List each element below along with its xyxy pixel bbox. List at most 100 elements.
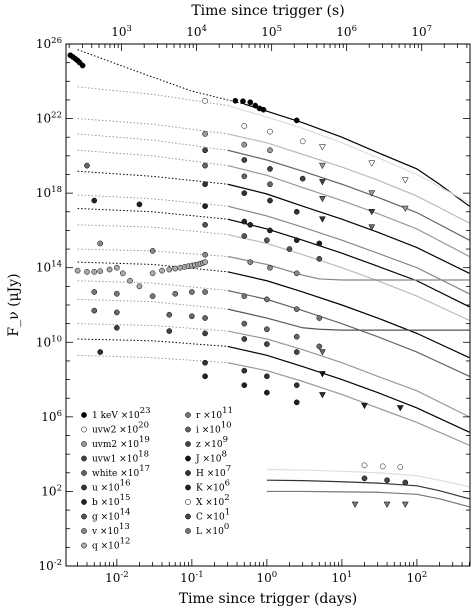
model-curve-early — [77, 261, 228, 273]
legend-label: K ×106 — [196, 479, 230, 494]
model-curve — [227, 233, 470, 321]
x2-tick-label: 106 — [336, 24, 357, 39]
y-tick-label: 106 — [41, 409, 62, 424]
data-point-upper-limit — [368, 160, 376, 167]
data-point — [293, 382, 300, 389]
model-curve — [266, 479, 470, 500]
data-point — [379, 463, 386, 470]
model-curve — [266, 468, 470, 488]
data-point — [286, 246, 293, 252]
data-point — [97, 240, 104, 247]
legend-marker — [81, 499, 87, 505]
data-point — [91, 289, 98, 295]
legend-label: J ×108 — [195, 450, 227, 465]
data-point — [91, 307, 98, 314]
model-curve-early — [77, 338, 228, 347]
data-point — [293, 349, 300, 355]
data-point — [202, 251, 208, 258]
data-point — [384, 477, 390, 484]
model-curve — [227, 165, 470, 258]
legend-label: uvw1 ×1018 — [92, 450, 149, 465]
legend-label: X ×102 — [196, 493, 230, 508]
data-point — [241, 123, 248, 129]
x2-tick-label: 107 — [411, 24, 432, 39]
data-point — [166, 266, 173, 273]
data-point — [316, 343, 323, 350]
model-curve-early — [77, 224, 228, 236]
data-point-upper-limit — [319, 349, 326, 356]
data-point-upper-limit — [319, 179, 326, 186]
legend-marker — [185, 426, 191, 433]
legend-marker — [81, 470, 87, 476]
model-curve — [227, 345, 470, 433]
data-points — [67, 52, 409, 508]
data-point — [241, 141, 248, 148]
data-point — [84, 162, 90, 169]
data-point — [293, 270, 300, 277]
data-point — [241, 382, 248, 389]
data-point — [202, 162, 208, 169]
y-tick-label: 1014 — [36, 260, 62, 275]
model-curve — [227, 330, 470, 418]
data-point — [127, 277, 133, 284]
data-point — [293, 117, 300, 124]
data-point — [149, 293, 156, 299]
data-point-upper-limit — [368, 190, 376, 197]
data-point — [189, 313, 195, 320]
data-point — [293, 237, 300, 244]
data-point — [247, 221, 254, 228]
data-point — [361, 462, 368, 469]
x2-tick-label: 103 — [111, 24, 132, 39]
data-point-upper-limit — [319, 144, 326, 151]
data-point — [241, 320, 248, 327]
data-point — [267, 181, 273, 188]
data-point — [316, 240, 323, 247]
model-curve — [227, 271, 470, 359]
y-tick-label: 1022 — [36, 111, 62, 126]
model-curve-early — [77, 86, 228, 107]
data-point-upper-limit — [351, 501, 359, 508]
x-tick-label: 10-2 — [105, 570, 129, 585]
y-tick-label: 1018 — [36, 185, 62, 200]
data-point — [202, 373, 208, 380]
model-curve — [244, 103, 470, 207]
legend-label: H ×107 — [196, 464, 231, 479]
data-point — [316, 315, 323, 321]
data-point — [241, 157, 248, 163]
data-point — [149, 270, 156, 277]
legend-label: 1 keV ×1023 — [92, 406, 151, 421]
data-point — [241, 367, 248, 374]
x-tick-label: 102 — [407, 570, 428, 585]
model-curve — [227, 218, 470, 308]
data-point — [267, 147, 273, 154]
data-point — [97, 268, 104, 275]
legend-label: v ×1013 — [91, 522, 130, 537]
data-point — [293, 208, 300, 215]
data-point — [247, 99, 254, 106]
data-point — [241, 293, 248, 299]
data-point — [247, 259, 254, 265]
data-point-upper-limit — [319, 216, 326, 223]
model-curves — [77, 49, 470, 508]
model-curve — [227, 255, 470, 281]
legend-marker — [81, 542, 87, 549]
data-point-upper-limit — [319, 371, 326, 378]
model-curve-early — [77, 298, 228, 310]
legend-marker — [185, 513, 191, 520]
data-point — [84, 269, 90, 275]
legend-marker — [81, 513, 87, 520]
model-curve-early — [77, 149, 228, 167]
model-curve — [227, 308, 470, 331]
legend-label: i ×1010 — [196, 421, 232, 436]
legend-marker — [185, 441, 191, 447]
model-curve-early — [77, 323, 228, 332]
legend-label: uvm2 ×1019 — [92, 435, 150, 450]
data-point — [166, 311, 173, 318]
data-point — [202, 97, 208, 104]
legend-label: C ×101 — [196, 508, 230, 523]
data-point-upper-limit — [401, 177, 409, 184]
model-curve-early — [77, 248, 228, 257]
data-point — [241, 336, 248, 342]
data-point — [97, 349, 104, 355]
